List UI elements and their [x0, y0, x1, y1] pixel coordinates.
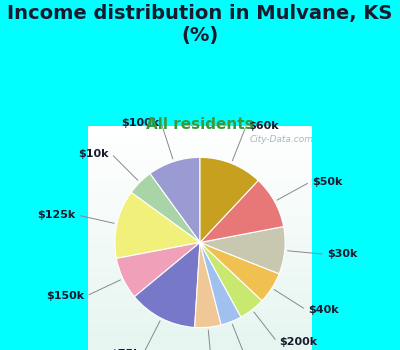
Text: $100k: $100k [121, 118, 159, 128]
Bar [88, 199, 312, 204]
Wedge shape [200, 243, 262, 317]
Bar [88, 172, 312, 176]
Text: $60k: $60k [248, 121, 279, 131]
Bar [88, 231, 312, 236]
Bar [88, 135, 312, 140]
Bar [88, 300, 312, 304]
Wedge shape [200, 158, 258, 243]
Bar [88, 345, 312, 350]
Text: All residents: All residents [146, 117, 254, 132]
Bar [88, 158, 312, 162]
Bar [88, 332, 312, 336]
Bar [88, 153, 312, 158]
Bar [88, 195, 312, 199]
Bar [88, 309, 312, 314]
Bar [88, 140, 312, 144]
Text: Income distribution in Mulvane, KS
(%): Income distribution in Mulvane, KS (%) [7, 4, 393, 44]
Bar [88, 277, 312, 281]
Text: City-Data.com: City-Data.com [249, 135, 313, 144]
Wedge shape [200, 243, 241, 325]
Wedge shape [150, 158, 200, 243]
Bar [88, 190, 312, 195]
Wedge shape [195, 243, 221, 328]
Bar [88, 245, 312, 250]
Bar [88, 222, 312, 226]
Wedge shape [115, 193, 200, 258]
Bar [88, 217, 312, 222]
Bar [88, 167, 312, 172]
Text: $30k: $30k [327, 249, 358, 259]
Bar [88, 314, 312, 318]
Bar [88, 323, 312, 327]
Wedge shape [134, 243, 200, 328]
Text: $150k: $150k [46, 291, 84, 301]
Bar [88, 281, 312, 286]
Bar [88, 236, 312, 240]
Wedge shape [200, 181, 284, 243]
Text: $10k: $10k [78, 149, 109, 159]
Bar [88, 341, 312, 345]
Bar [88, 240, 312, 245]
Text: $200k: $200k [279, 337, 317, 346]
Bar [88, 144, 312, 149]
Wedge shape [116, 243, 200, 297]
Bar [88, 268, 312, 272]
Text: $40k: $40k [308, 305, 339, 315]
Bar [88, 318, 312, 323]
Bar [88, 208, 312, 213]
Bar [88, 126, 312, 131]
Bar [88, 327, 312, 332]
Wedge shape [200, 243, 279, 301]
Bar [88, 181, 312, 186]
Bar [88, 263, 312, 268]
Text: $50k: $50k [312, 177, 342, 187]
Text: $75k: $75k [110, 349, 141, 350]
Bar [88, 162, 312, 167]
Bar [88, 290, 312, 295]
Wedge shape [131, 174, 200, 243]
Bar [88, 272, 312, 277]
Bar [88, 254, 312, 259]
Bar [88, 213, 312, 217]
Bar [88, 186, 312, 190]
Bar [88, 131, 312, 135]
Bar [88, 304, 312, 309]
Bar [88, 286, 312, 290]
Bar [88, 295, 312, 300]
Bar [88, 226, 312, 231]
Bar [88, 149, 312, 153]
Bar [88, 250, 312, 254]
Text: $125k: $125k [37, 210, 75, 220]
Bar [88, 176, 312, 181]
Bar [88, 336, 312, 341]
Wedge shape [200, 226, 285, 274]
Bar [88, 204, 312, 208]
Bar [88, 259, 312, 263]
